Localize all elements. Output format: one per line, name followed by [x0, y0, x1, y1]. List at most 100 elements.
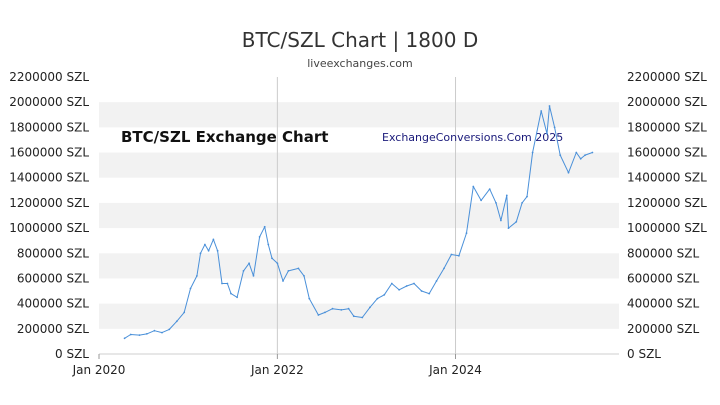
- data-point: [199, 252, 202, 255]
- chart-subtitle: liveexchanges.com: [307, 57, 412, 70]
- data-point: [168, 328, 171, 331]
- y-tick-label-right: 600000 SZL: [627, 271, 699, 285]
- y-tick-label-left: 400000 SZL: [17, 297, 89, 311]
- data-point: [480, 199, 482, 202]
- data-point: [458, 254, 460, 257]
- grid-band: [99, 152, 619, 178]
- y-tick-label-right: 400000 SZL: [627, 297, 699, 311]
- y-tick-label-left: 2000000 SZL: [9, 95, 89, 109]
- data-point: [435, 280, 438, 282]
- data-point: [248, 262, 251, 265]
- data-point: [546, 132, 548, 135]
- y-tick-label-right: 2000000 SZL: [627, 95, 707, 109]
- y-tick-label-right: 2200000 SZL: [627, 70, 707, 84]
- data-point: [216, 249, 219, 252]
- data-point: [420, 290, 423, 292]
- y-tick-label-left: 1000000 SZL: [9, 221, 89, 235]
- data-point: [390, 282, 393, 285]
- data-point: [204, 243, 206, 246]
- data-point: [303, 275, 305, 277]
- data-point: [383, 293, 386, 296]
- y-tick-label-left: 800000 SZL: [17, 246, 89, 260]
- data-point: [263, 225, 266, 228]
- data-point: [221, 282, 223, 285]
- data-point: [443, 267, 445, 270]
- data-point: [207, 249, 210, 252]
- x-tick-label: Jan 2024: [428, 363, 482, 377]
- data-point: [398, 288, 400, 291]
- grid-band: [99, 102, 619, 128]
- y-tick-label-left: 1400000 SZL: [9, 171, 89, 185]
- data-point: [579, 157, 582, 160]
- data-point: [175, 320, 178, 323]
- data-point: [145, 333, 148, 335]
- data-point: [230, 292, 232, 295]
- grid-band: [99, 253, 619, 279]
- y-tick-label-left: 2200000 SZL: [9, 70, 89, 84]
- data-point: [369, 306, 371, 309]
- data-point: [405, 285, 408, 287]
- data-point: [276, 262, 279, 265]
- y-tick-label-left: 200000 SZL: [17, 322, 89, 336]
- y-tick-label-right: 200000 SZL: [627, 322, 699, 336]
- data-point: [559, 154, 562, 157]
- data-point: [161, 331, 163, 334]
- x-tick-label: Jan 2022: [250, 363, 304, 377]
- data-point: [287, 270, 290, 272]
- data-point: [183, 311, 186, 314]
- y-tick-label-right: 1400000 SZL: [627, 171, 707, 185]
- data-point: [495, 202, 497, 204]
- data-point: [252, 275, 255, 277]
- y-tick-label-right: 0 SZL: [627, 347, 661, 361]
- data-point: [212, 238, 215, 241]
- data-point: [526, 195, 528, 198]
- y-tick-label-left: 1200000 SZL: [9, 196, 89, 210]
- data-point: [531, 151, 534, 154]
- data-point: [153, 329, 156, 332]
- data-point: [331, 307, 334, 310]
- y-tick-label-right: 1200000 SZL: [627, 196, 707, 210]
- data-point: [347, 307, 350, 310]
- data-point: [129, 333, 132, 336]
- data-point: [236, 296, 239, 299]
- y-tick-label-right: 800000 SZL: [627, 246, 699, 260]
- data-point: [242, 270, 245, 272]
- data-point: [540, 110, 543, 112]
- y-tick-label-right: 1800000 SZL: [627, 120, 707, 134]
- data-point: [465, 232, 468, 235]
- y-tick-label-left: 600000 SZL: [17, 271, 89, 285]
- data-point: [591, 151, 594, 154]
- data-point: [553, 126, 556, 129]
- grid-band: [99, 202, 619, 229]
- data-point: [488, 188, 491, 191]
- y-tick-label-right: 1000000 SZL: [627, 221, 707, 235]
- data-point: [196, 275, 198, 277]
- data-point: [376, 297, 379, 300]
- data-point: [340, 309, 343, 311]
- data-point: [361, 316, 364, 319]
- y-tick-label-left: 0 SZL: [55, 347, 89, 361]
- data-point: [505, 194, 508, 197]
- data-point: [567, 171, 570, 174]
- data-point: [282, 280, 284, 282]
- data-point: [352, 315, 355, 318]
- data-point: [548, 105, 551, 107]
- data-point: [226, 282, 229, 285]
- data-point: [584, 154, 586, 157]
- grid-band: [99, 303, 619, 329]
- data-point: [271, 257, 273, 260]
- data-point: [472, 185, 475, 188]
- data-point: [521, 202, 523, 204]
- chart-watermark-title: BTC/SZL Exchange Chart: [121, 128, 328, 146]
- y-tick-label-right: 1600000 SZL: [627, 146, 707, 160]
- data-point: [575, 151, 578, 154]
- chart-watermark-source: ExchangeConversions.Com 2025: [382, 131, 563, 144]
- data-point: [189, 287, 192, 290]
- data-point: [324, 311, 326, 314]
- data-point: [515, 220, 518, 223]
- data-point: [413, 282, 415, 285]
- data-point: [138, 334, 141, 336]
- data-point: [258, 236, 261, 238]
- data-point: [428, 292, 431, 295]
